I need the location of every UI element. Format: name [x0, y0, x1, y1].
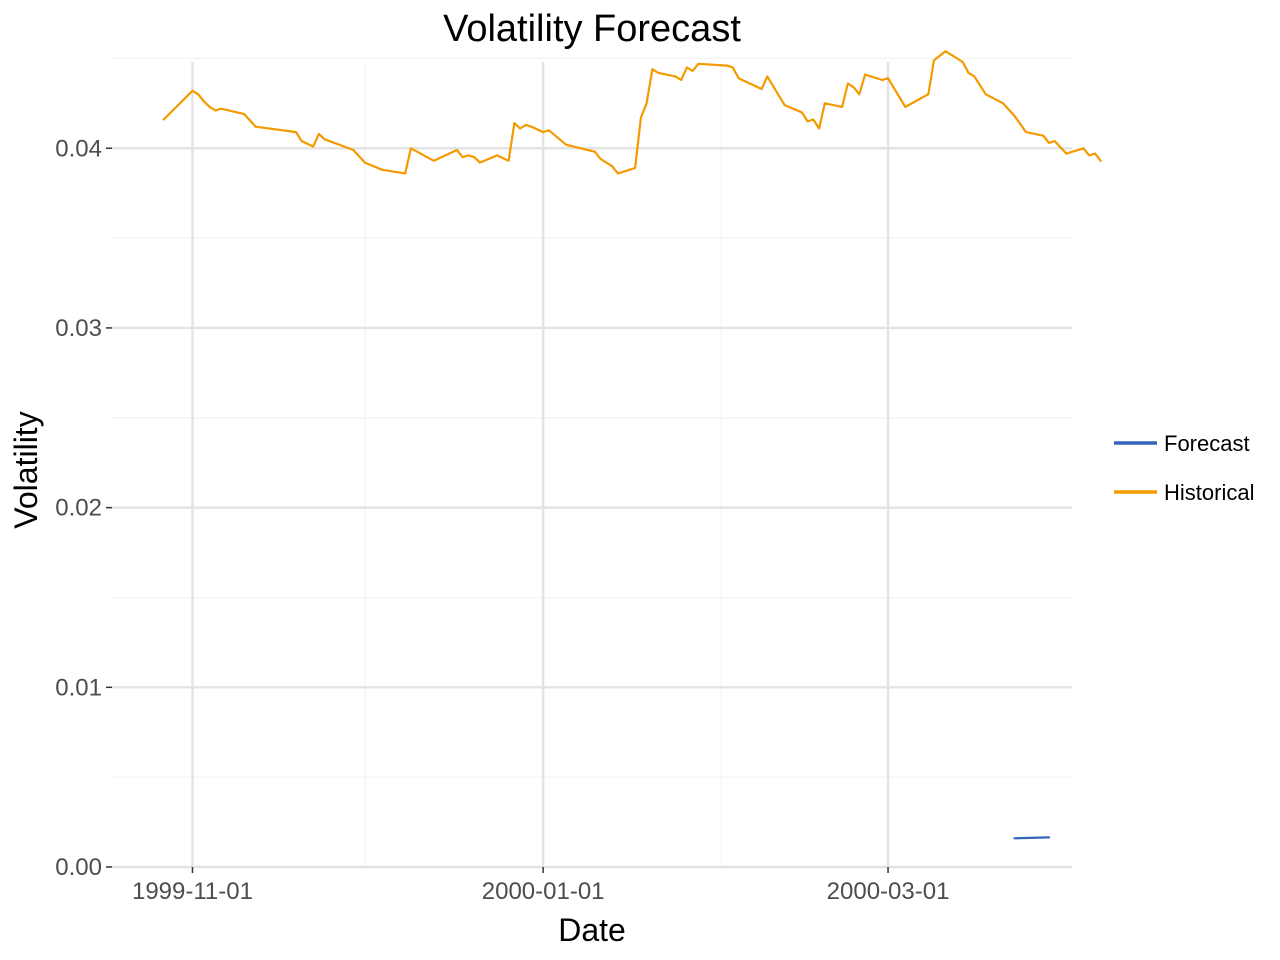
- series-line-historical: [162, 50, 1102, 175]
- y-tick-label: 0.03: [55, 315, 102, 342]
- series-line-forecast: [1013, 836, 1051, 840]
- x-tick-label: 1999-11-01: [132, 878, 253, 905]
- y-tick-label: 0.01: [55, 674, 102, 701]
- x-axis-title: Date: [558, 912, 626, 948]
- legend-label-historical: Historical: [1164, 480, 1254, 505]
- grid: [112, 57, 1072, 869]
- axis-ticks: [106, 147, 889, 873]
- y-tick-label: 0.00: [55, 854, 102, 881]
- series-lines: [162, 50, 1102, 840]
- chart-title: Volatility Forecast: [443, 8, 741, 50]
- legend-label-forecast: Forecast: [1164, 431, 1250, 456]
- x-tick-label: 2000-03-01: [827, 878, 950, 905]
- legend: Forecast Historical: [1114, 431, 1254, 505]
- y-tick-label: 0.02: [55, 495, 102, 522]
- y-axis-title: Volatility: [8, 411, 44, 528]
- y-tick-labels: 0.00 0.01 0.02 0.03 0.04: [55, 135, 102, 881]
- x-tick-label: 2000-01-01: [482, 878, 605, 905]
- x-tick-labels: 1999-11-01 2000-01-01 2000-03-01: [132, 878, 949, 905]
- y-tick-label: 0.04: [55, 135, 102, 162]
